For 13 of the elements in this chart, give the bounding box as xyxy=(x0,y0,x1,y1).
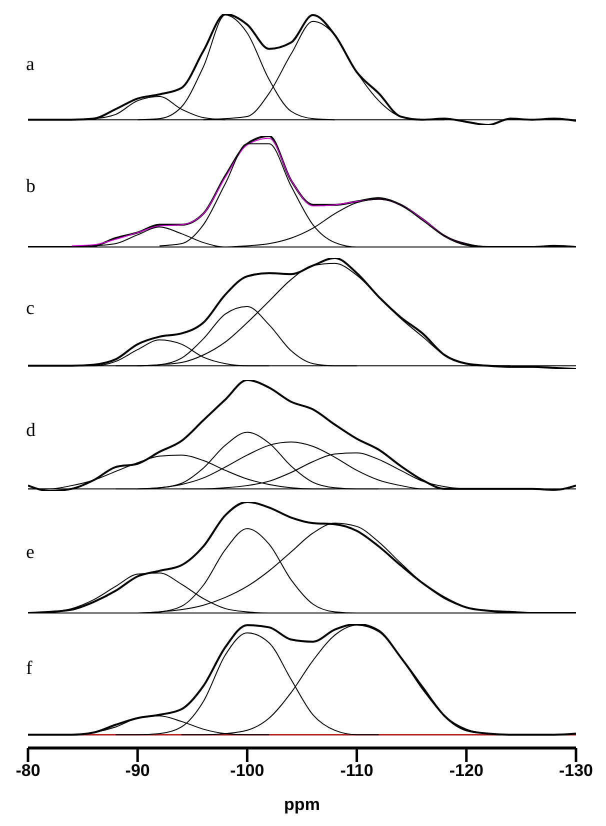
x-tick-label: -110 xyxy=(340,761,374,780)
text: d xyxy=(26,420,36,442)
x-tick-label: -100 xyxy=(230,761,264,780)
x-tick-label: -90 xyxy=(125,761,150,780)
x-tick-label: -80 xyxy=(16,761,40,780)
text: c xyxy=(26,298,34,320)
text: f xyxy=(26,658,32,680)
text: b xyxy=(26,176,36,198)
x-tick-label: -130 xyxy=(558,761,594,780)
x-axis-title: ppm xyxy=(284,795,320,814)
text: e xyxy=(26,542,34,564)
x-tick-label: -120 xyxy=(449,761,484,780)
text: a xyxy=(26,54,34,76)
